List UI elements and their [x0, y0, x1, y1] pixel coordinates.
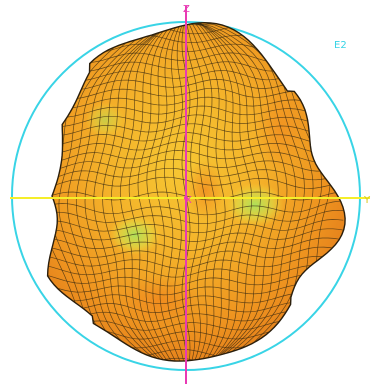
mesh-meridian: [155, 22, 190, 362]
mesh-parallel: [47, 280, 346, 296]
surface-shading: [25, 22, 346, 375]
mesh-meridian: [172, 22, 189, 362]
mesh-meridian: [67, 22, 190, 362]
corner-label: E2: [334, 40, 347, 51]
mesh-parallel: [47, 219, 344, 234]
origin-marker: [184, 196, 188, 200]
mesh-parallel: [47, 228, 345, 242]
mesh-meridian: [164, 22, 190, 362]
mesh-parallel: [47, 158, 346, 173]
mesh-meridian: [146, 22, 190, 362]
mesh-parallel: [47, 176, 345, 192]
mesh-parallel: [25, 362, 344, 375]
mesh-parallel: [47, 105, 346, 120]
mesh-parallel: [47, 246, 346, 260]
mesh-parallel: [47, 209, 344, 225]
mesh-meridian: [181, 22, 253, 362]
mesh-parallel: [47, 272, 346, 287]
mesh-meridian: [181, 22, 288, 362]
mesh-meridian: [84, 22, 191, 362]
y-axis-label: Y: [363, 195, 371, 206]
mesh-meridian: [181, 22, 244, 362]
mesh-parallel: [47, 237, 346, 251]
mesh-meridian: [181, 22, 261, 362]
x-axis-label: X: [185, 195, 192, 206]
mesh-parallel: [47, 167, 346, 183]
mesh-parallel: [47, 141, 346, 155]
mesh-parallel: [47, 132, 346, 146]
mesh-meridian: [75, 22, 191, 362]
mesh-meridian: [182, 22, 279, 362]
mesh-parallel: [47, 200, 344, 216]
z-axis-label: Z: [183, 4, 190, 15]
mesh-parallel: [47, 150, 346, 164]
mesh-parallel: [47, 96, 346, 112]
